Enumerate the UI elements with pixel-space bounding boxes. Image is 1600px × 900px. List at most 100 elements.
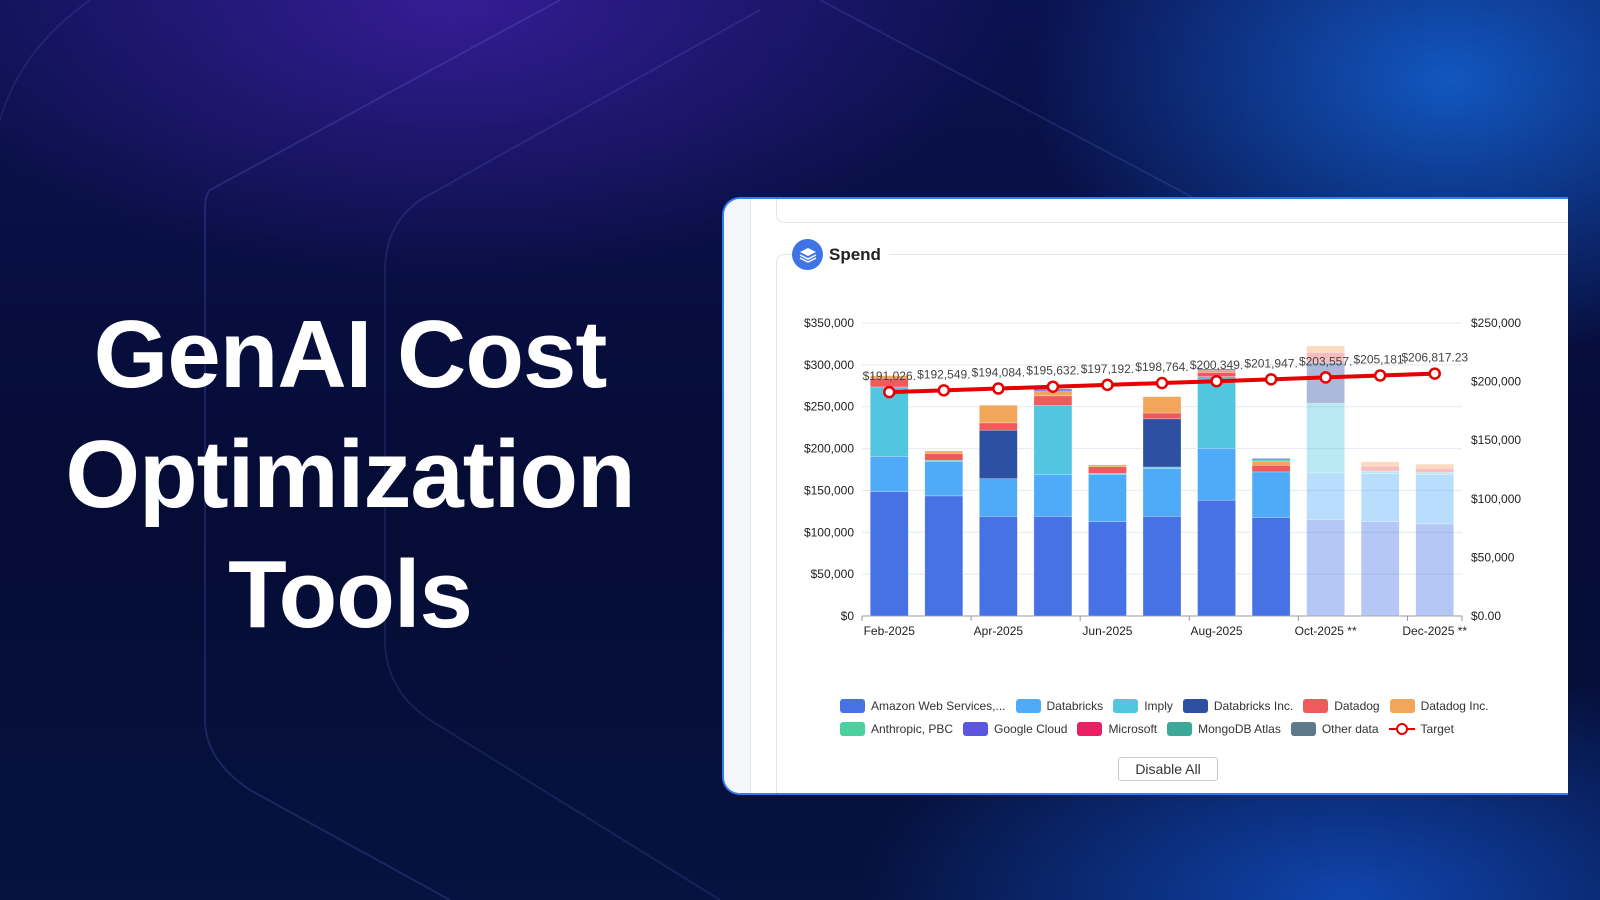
legend-label: Datadog: [1334, 699, 1380, 713]
disable-all-button[interactable]: Disable All: [1118, 757, 1218, 781]
bar-segment-datadog-inc-: [870, 375, 909, 379]
y2-tick-label: $100,000: [1471, 492, 1521, 506]
x-tick-label: Jun-2025: [1082, 624, 1132, 638]
y-tick-label: $0: [841, 609, 855, 623]
y2-tick-label: $50,000: [1471, 550, 1515, 564]
target-line-icon: [1388, 723, 1415, 735]
headline-line-1: GenAI Cost: [93, 301, 608, 408]
bar-segment-amazon-web-services-: [1142, 516, 1182, 617]
bar-segment-imply: [1415, 472, 1454, 475]
legend-row: Anthropic, PBC Google Cloud Microsoft Mongo…: [840, 722, 1540, 736]
legend-item[interactable]: Microsoft: [1077, 722, 1157, 736]
chart-legend: Amazon Web Services,... Databricks Imply Da…: [840, 699, 1540, 745]
target-point: [1210, 374, 1223, 388]
legend-swatch: [1290, 722, 1316, 736]
legend-item[interactable]: MongoDB Atlas: [1167, 722, 1281, 736]
target-data-label: $195,632.: [1026, 364, 1079, 378]
legend-item[interactable]: Databricks: [1015, 699, 1104, 713]
target-data-label: $194,084.: [972, 366, 1025, 380]
bar-segment-databricks: [1306, 472, 1345, 520]
bar-segment-amazon-web-services-: [1251, 517, 1291, 617]
layers-icon: [792, 239, 823, 270]
y2-tick-label: $0.00: [1471, 609, 1501, 623]
target-point: [1319, 371, 1332, 384]
bar-segment-datadog: [1251, 464, 1291, 473]
bar-segment-amazon-web-services-: [1360, 521, 1400, 617]
headline-line-3: Tools: [228, 541, 473, 648]
bar-segment-datadog-inc-: [1360, 461, 1400, 467]
bar-segment-databricks: [979, 478, 1018, 517]
legend-label: Microsoft: [1108, 722, 1158, 736]
legend-swatch: [1303, 699, 1329, 713]
legend-swatch: [1182, 699, 1208, 713]
legend-item[interactable]: Other data: [1290, 722, 1379, 736]
bar-segment-imply: [1197, 376, 1236, 449]
bar-segment-imply: [1306, 403, 1345, 474]
bar-segment-datadog-inc-: [979, 405, 1018, 424]
bar-segment-amazon-web-services-: [924, 495, 964, 617]
legend-row: Amazon Web Services,... Databricks Imply Da…: [840, 699, 1540, 713]
bar-segment-amazon-web-services-: [1306, 519, 1345, 617]
legend-label: Databricks: [1046, 699, 1104, 713]
y2-tick-label: $200,000: [1471, 375, 1521, 389]
target-data-label: $205,181.: [1353, 353, 1406, 367]
bar-segment-google-cloud: [1197, 368, 1236, 371]
target-data-label: $201,947.: [1244, 356, 1297, 370]
bar-segment-datadog: [1033, 395, 1073, 406]
target-point: [1428, 367, 1441, 380]
legend-item[interactable]: Imply: [1113, 699, 1173, 713]
x-tick-label: Aug-2025: [1191, 624, 1243, 638]
target-data-label: $206,817.23: [1401, 351, 1468, 365]
target-point: [1101, 378, 1114, 392]
legend-label: Other data: [1321, 722, 1379, 736]
legend-item[interactable]: Datadog Inc.: [1389, 699, 1489, 713]
bar-segment-datadog-inc-: [1306, 345, 1345, 353]
y2-tick-label: $150,000: [1471, 433, 1521, 447]
bar-segment-imply: [1033, 405, 1073, 475]
target-data-label: $191,026.: [863, 369, 916, 383]
target-data-label: $198,764.: [1135, 360, 1188, 374]
y-tick-label: $50,000: [811, 567, 855, 581]
target-point: [1264, 373, 1278, 386]
legend-item[interactable]: Amazon Web Services,...: [840, 699, 1006, 713]
bar-segment-databricks: [924, 461, 964, 497]
bar-segment-datadog-inc-: [924, 450, 964, 454]
bar-segment-imply: [1360, 470, 1400, 474]
legend-item-target[interactable]: Target: [1388, 722, 1454, 736]
bar-segment-databricks: [1088, 474, 1127, 522]
legend-swatch: [840, 699, 865, 713]
legend-item[interactable]: Anthropic, PBC: [840, 722, 953, 736]
legend-swatch: [1113, 699, 1139, 713]
bar-segment-imply: [870, 386, 909, 457]
legend-item[interactable]: Datadog: [1303, 699, 1380, 713]
sidebar-strip: [724, 199, 751, 793]
bar-segment-amazon-web-services-: [979, 516, 1018, 617]
bar-segment-databricks: [1251, 471, 1291, 518]
legend-label: Target: [1420, 722, 1454, 736]
target-point: [883, 385, 896, 399]
bar-segment-databricks: [1415, 474, 1454, 525]
legend-item[interactable]: Databricks Inc.: [1182, 699, 1293, 713]
bar-segment-datadog: [1360, 465, 1400, 472]
bar-segment-databricks-inc-: [1306, 362, 1345, 404]
legend-swatch: [1389, 699, 1415, 713]
legend-label: MongoDB Atlas: [1198, 722, 1281, 736]
bar-segment-amazon-web-services-: [1197, 499, 1236, 617]
bar-segment-datadog-inc-: [1142, 396, 1182, 414]
bar-segment-datadog: [1088, 466, 1127, 474]
x-tick-label: Feb-2025: [864, 624, 916, 638]
headline: GenAI Cost Optimization Tools: [0, 295, 700, 655]
bar-segment-datadog-inc-: [1088, 464, 1127, 467]
legend-swatch: [963, 722, 989, 736]
target-data-label: $200,349.: [1190, 358, 1243, 372]
top-card: [776, 199, 1568, 223]
legend-swatch: [1077, 722, 1103, 736]
bar-segment-imply: [1142, 466, 1182, 469]
legend-item[interactable]: Google Cloud: [963, 722, 1067, 736]
legend-swatch: [840, 722, 865, 736]
y-tick-label: $250,000: [804, 400, 854, 414]
target-data-label: $203,557.: [1299, 354, 1352, 368]
target-point: [1155, 376, 1169, 390]
target-data-label: $192,549.: [917, 367, 970, 381]
bar-segment-datadog: [924, 453, 964, 461]
